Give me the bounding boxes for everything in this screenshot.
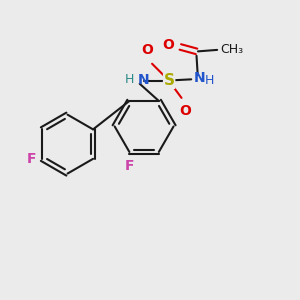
Text: F: F bbox=[124, 159, 134, 173]
Text: S: S bbox=[164, 73, 175, 88]
Text: N: N bbox=[194, 71, 206, 85]
Text: H: H bbox=[205, 74, 214, 87]
Text: CH₃: CH₃ bbox=[220, 44, 243, 56]
Text: O: O bbox=[141, 43, 153, 57]
Text: F: F bbox=[27, 152, 36, 166]
Text: O: O bbox=[179, 104, 191, 118]
Text: H: H bbox=[124, 74, 134, 86]
Text: O: O bbox=[163, 38, 174, 52]
Text: N: N bbox=[138, 73, 150, 87]
